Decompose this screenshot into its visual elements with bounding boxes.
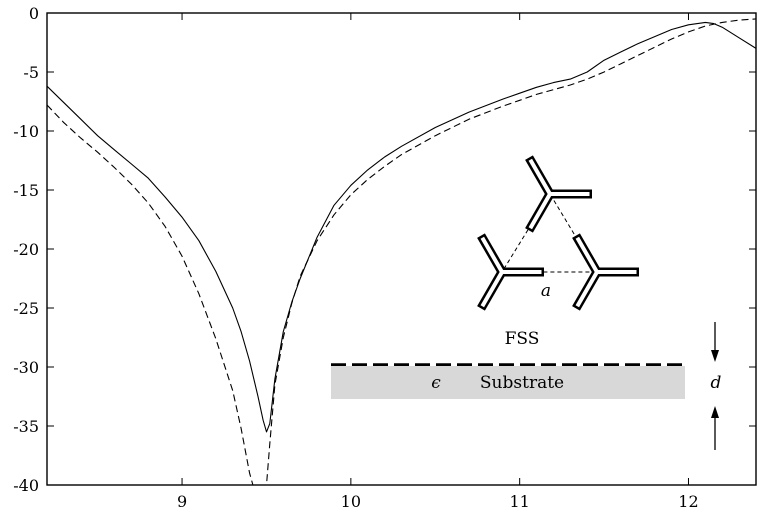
lattice-triangle — [501, 193, 598, 273]
y-tick-label: -25 — [13, 299, 39, 318]
lattice-label: a — [541, 281, 551, 301]
series-dashed-line — [46, 18, 757, 486]
tripole — [572, 233, 639, 311]
tripole — [525, 155, 592, 233]
tripole-elements — [477, 155, 639, 311]
x-tick-label: 10 — [341, 492, 361, 511]
tripole — [477, 233, 544, 311]
y-tick-label: -5 — [23, 63, 39, 82]
y-tick-label: -20 — [13, 240, 39, 259]
y-tick-label: -35 — [13, 417, 39, 436]
x-tick-label: 11 — [509, 492, 529, 511]
lattice-edges — [501, 193, 598, 273]
fss-inset: a FSS ϵ Substrate d — [331, 155, 722, 450]
y-tick-label: -15 — [13, 181, 39, 200]
thickness-label: d — [711, 373, 722, 393]
y-tick-label: -40 — [13, 476, 39, 495]
plot-frame — [46, 12, 757, 486]
fss-label: FSS — [505, 329, 540, 349]
y-tick-label: -10 — [13, 122, 39, 141]
series-lines — [46, 18, 757, 486]
y-tick-label: 0 — [29, 4, 39, 23]
substrate-label: Substrate — [480, 373, 564, 393]
y-tick-label: -30 — [13, 358, 39, 377]
x-tick-label: 12 — [678, 492, 698, 511]
epsilon-label: ϵ — [431, 373, 441, 393]
thickness-arrow-top — [711, 322, 719, 362]
series-solid-line — [46, 21, 757, 433]
axis-ticks: 9 10 11 12 0 -5 -10 -15 -20 -25 -30 -35 -40 — [13, 4, 756, 511]
x-tick-label: 9 — [177, 492, 187, 511]
thickness-arrow-bottom — [711, 406, 719, 450]
substrate-slab — [331, 366, 685, 399]
